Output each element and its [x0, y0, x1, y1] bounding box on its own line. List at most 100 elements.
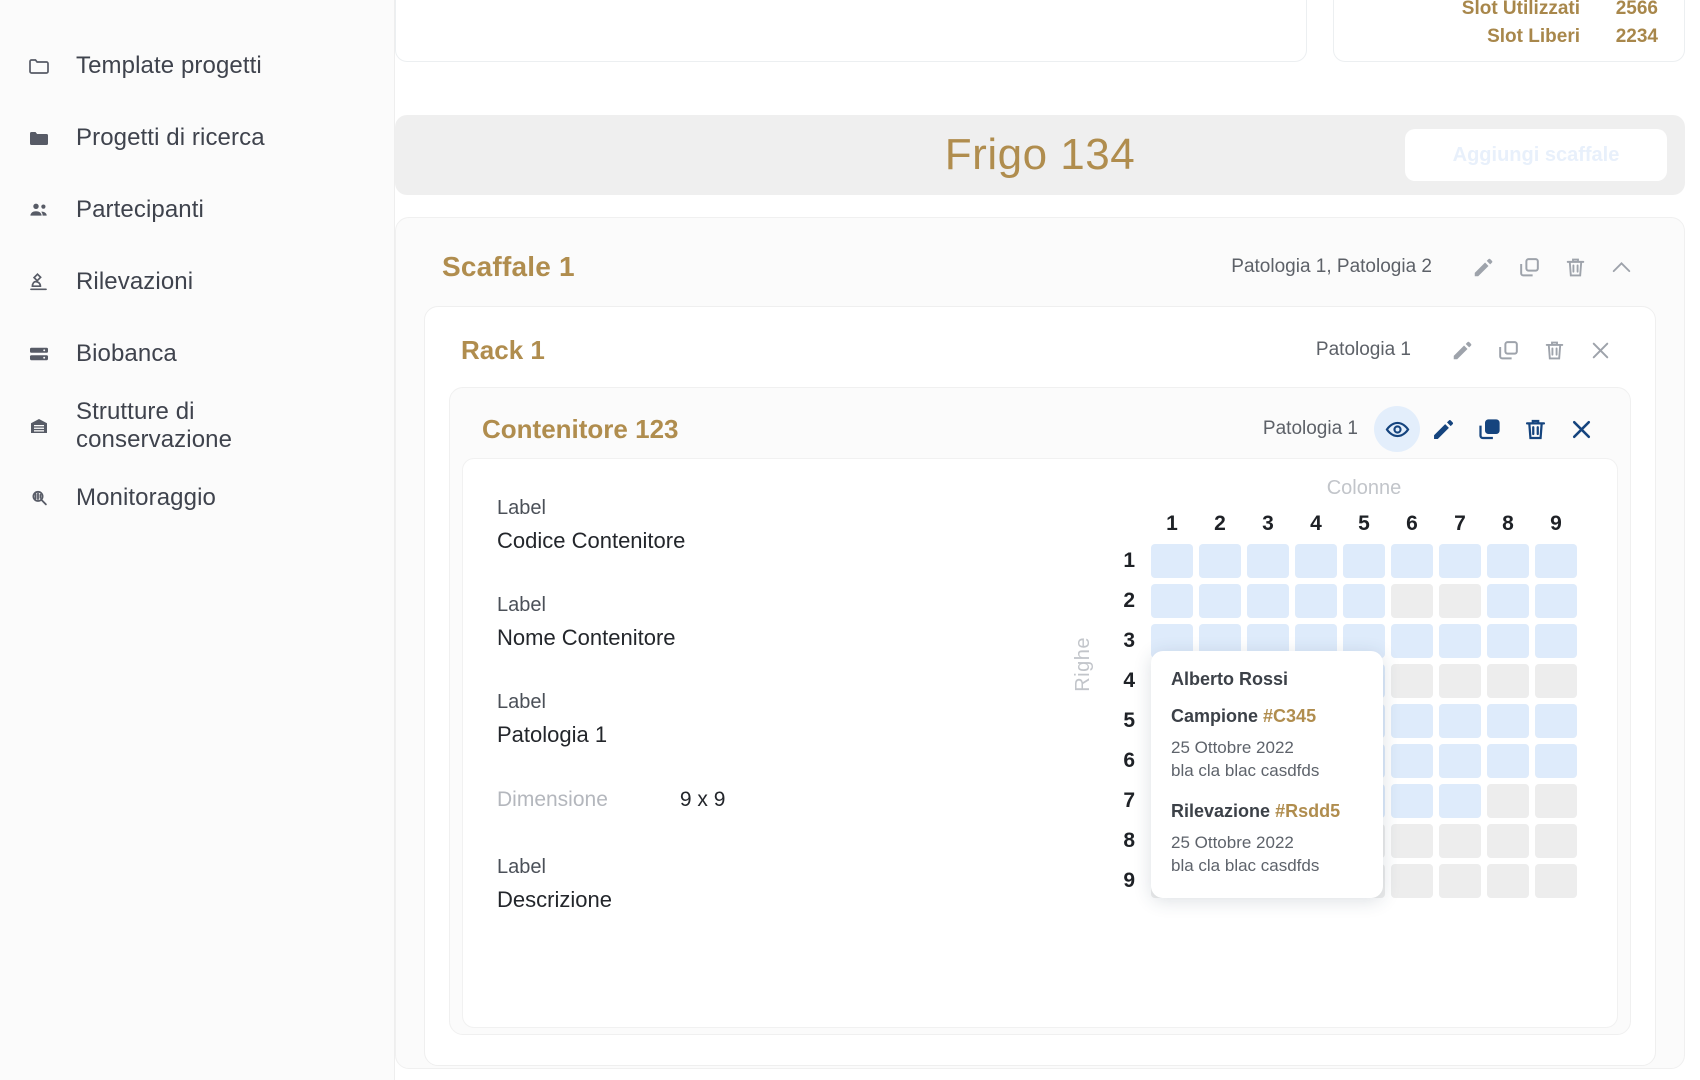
- grid-slot-cell[interactable]: [1439, 544, 1481, 578]
- grid-slot-cell[interactable]: [1391, 704, 1433, 738]
- grid-row-header: 1: [1123, 549, 1135, 572]
- server-icon: [24, 339, 54, 369]
- rack-panel: Rack 1 Patologia 1: [424, 306, 1656, 1066]
- sidebar-item-label: Template progetti: [76, 52, 262, 80]
- grid-slot-cell[interactable]: [1535, 624, 1577, 658]
- grid-slot-cell[interactable]: [1487, 864, 1529, 898]
- columns-axis-label: Colonne: [1326, 477, 1402, 499]
- grid-slot-cell[interactable]: [1295, 584, 1337, 618]
- rack-pathology-tags: Patologia 1: [1315, 339, 1411, 360]
- grid-row-header: 5: [1123, 709, 1135, 732]
- grid-slot-cell[interactable]: [1391, 624, 1433, 658]
- grid-slot-cell[interactable]: [1535, 824, 1577, 858]
- grid-slot-cell[interactable]: [1391, 664, 1433, 698]
- field-dimensione: Dimensione 9 x 9: [497, 788, 1057, 812]
- sidebar-item-rilevazioni[interactable]: Rilevazioni: [0, 246, 394, 318]
- container-copy-icon[interactable]: [1466, 406, 1512, 452]
- popover-sample-label: Campione: [1171, 706, 1259, 726]
- grid-slot-cell[interactable]: [1391, 864, 1433, 898]
- sidebar-item-partecipanti[interactable]: Partecipanti: [0, 174, 394, 246]
- grid-slot-cell[interactable]: [1199, 544, 1241, 578]
- shelf-copy-icon[interactable]: [1506, 244, 1552, 290]
- grid-slot-cell[interactable]: [1439, 784, 1481, 818]
- grid-slot-cell[interactable]: [1391, 824, 1433, 858]
- field-value: Nome Contenitore: [497, 625, 676, 650]
- grid-slot-cell[interactable]: [1439, 864, 1481, 898]
- sidebar-item-strutture-di-conservazione[interactable]: Strutture di conservazione: [0, 390, 394, 462]
- grid-slot-cell[interactable]: [1151, 584, 1193, 618]
- container-close-icon[interactable]: [1558, 406, 1604, 452]
- grid-slot-cell[interactable]: [1391, 584, 1433, 618]
- grid-slot-cell[interactable]: [1151, 544, 1193, 578]
- grid-slot-cell[interactable]: [1535, 544, 1577, 578]
- container-trash-icon[interactable]: [1512, 406, 1558, 452]
- grid-slot-cell[interactable]: [1343, 584, 1385, 618]
- popover-sample-detail: 25 Ottobre 2022 bla cla blac casdfds: [1171, 737, 1363, 783]
- sidebar-item-biobanca[interactable]: Biobanca: [0, 318, 394, 390]
- slot-free-row: Slot Liberi 2234: [1360, 26, 1658, 48]
- shelf-trash-icon[interactable]: [1552, 244, 1598, 290]
- grid-slot-cell[interactable]: [1295, 544, 1337, 578]
- field-patologia: Label Patologia 1: [497, 691, 1057, 748]
- grid-slot-cell[interactable]: [1535, 584, 1577, 618]
- grid-slot-cell[interactable]: [1487, 624, 1529, 658]
- sidebar-item-label: Partecipanti: [76, 196, 204, 224]
- slot-free-value: 2234: [1615, 26, 1658, 47]
- grid-slot-cell[interactable]: [1199, 584, 1241, 618]
- grid-slot-cell[interactable]: [1439, 704, 1481, 738]
- grid-slot-cell[interactable]: [1535, 704, 1577, 738]
- grid-slot-cell[interactable]: [1535, 864, 1577, 898]
- rack-close-icon[interactable]: [1577, 327, 1623, 373]
- sidebar-item-label: Rilevazioni: [76, 268, 194, 296]
- grid-slot-cell[interactable]: [1487, 824, 1529, 858]
- grid-row-header: 8: [1123, 829, 1135, 852]
- folder-outline-icon: [24, 51, 54, 81]
- grid-row-header: 4: [1123, 669, 1135, 692]
- popover-survey-heading: Rilevazione #Rsdd5: [1171, 801, 1363, 822]
- grid-slot-cell[interactable]: [1487, 704, 1529, 738]
- grid-slot-cell[interactable]: [1439, 744, 1481, 778]
- grid-column-header: 2: [1214, 512, 1226, 535]
- grid-slot-cell[interactable]: [1391, 744, 1433, 778]
- add-shelf-button[interactable]: Aggiungi scaffale: [1405, 129, 1667, 181]
- container-eye-icon[interactable]: [1374, 406, 1420, 452]
- grid-row: 3: [1113, 624, 1577, 658]
- field-value: Patologia 1: [497, 722, 608, 747]
- grid-slot-cell[interactable]: [1487, 584, 1529, 618]
- grid-slot-cell[interactable]: [1535, 744, 1577, 778]
- grid-slot-cell[interactable]: [1439, 584, 1481, 618]
- grid-slot-cell[interactable]: [1247, 544, 1289, 578]
- rack-trash-icon[interactable]: [1531, 327, 1577, 373]
- folder-filled-icon: [24, 123, 54, 153]
- slot-detail-popover: Alberto Rossi Campione #C345 25 Ottobre …: [1151, 651, 1383, 898]
- sidebar-item-progetti-di-ricerca[interactable]: Progetti di ricerca: [0, 102, 394, 174]
- grid-slot-cell[interactable]: [1535, 784, 1577, 818]
- container-header: Contenitore 123 Patologia 1: [462, 400, 1618, 458]
- sidebar-item-template-progetti[interactable]: Template progetti: [0, 30, 394, 102]
- grid-column-header: 9: [1550, 512, 1562, 535]
- grid-column-header: 8: [1502, 512, 1514, 535]
- grid-slot-cell[interactable]: [1487, 664, 1529, 698]
- grid-row: 2: [1113, 584, 1577, 618]
- grid-slot-cell[interactable]: [1247, 584, 1289, 618]
- sidebar: Template progetti Progetti di ricerca Pa…: [0, 0, 395, 1080]
- sidebar-item-monitoraggio[interactable]: Monitoraggio: [0, 462, 394, 534]
- grid-slot-cell[interactable]: [1535, 664, 1577, 698]
- rack-edit-icon[interactable]: [1439, 327, 1485, 373]
- container-edit-icon[interactable]: [1420, 406, 1466, 452]
- grid-slot-cell[interactable]: [1391, 544, 1433, 578]
- grid-slot-cell[interactable]: [1487, 784, 1529, 818]
- rack-copy-icon[interactable]: [1485, 327, 1531, 373]
- grid-slot-cell[interactable]: [1391, 784, 1433, 818]
- shelf-edit-icon[interactable]: [1460, 244, 1506, 290]
- people-icon: [24, 195, 54, 225]
- grid-slot-cell[interactable]: [1439, 624, 1481, 658]
- shelf-collapse-chevron-up-icon[interactable]: [1598, 244, 1644, 290]
- grid-slot-cell[interactable]: [1439, 824, 1481, 858]
- grid-slot-cell[interactable]: [1487, 744, 1529, 778]
- grid-slot-cell[interactable]: [1487, 544, 1529, 578]
- field-label: Label: [497, 497, 546, 519]
- grid-slot-cell[interactable]: [1343, 544, 1385, 578]
- grid-slot-cell[interactable]: [1439, 664, 1481, 698]
